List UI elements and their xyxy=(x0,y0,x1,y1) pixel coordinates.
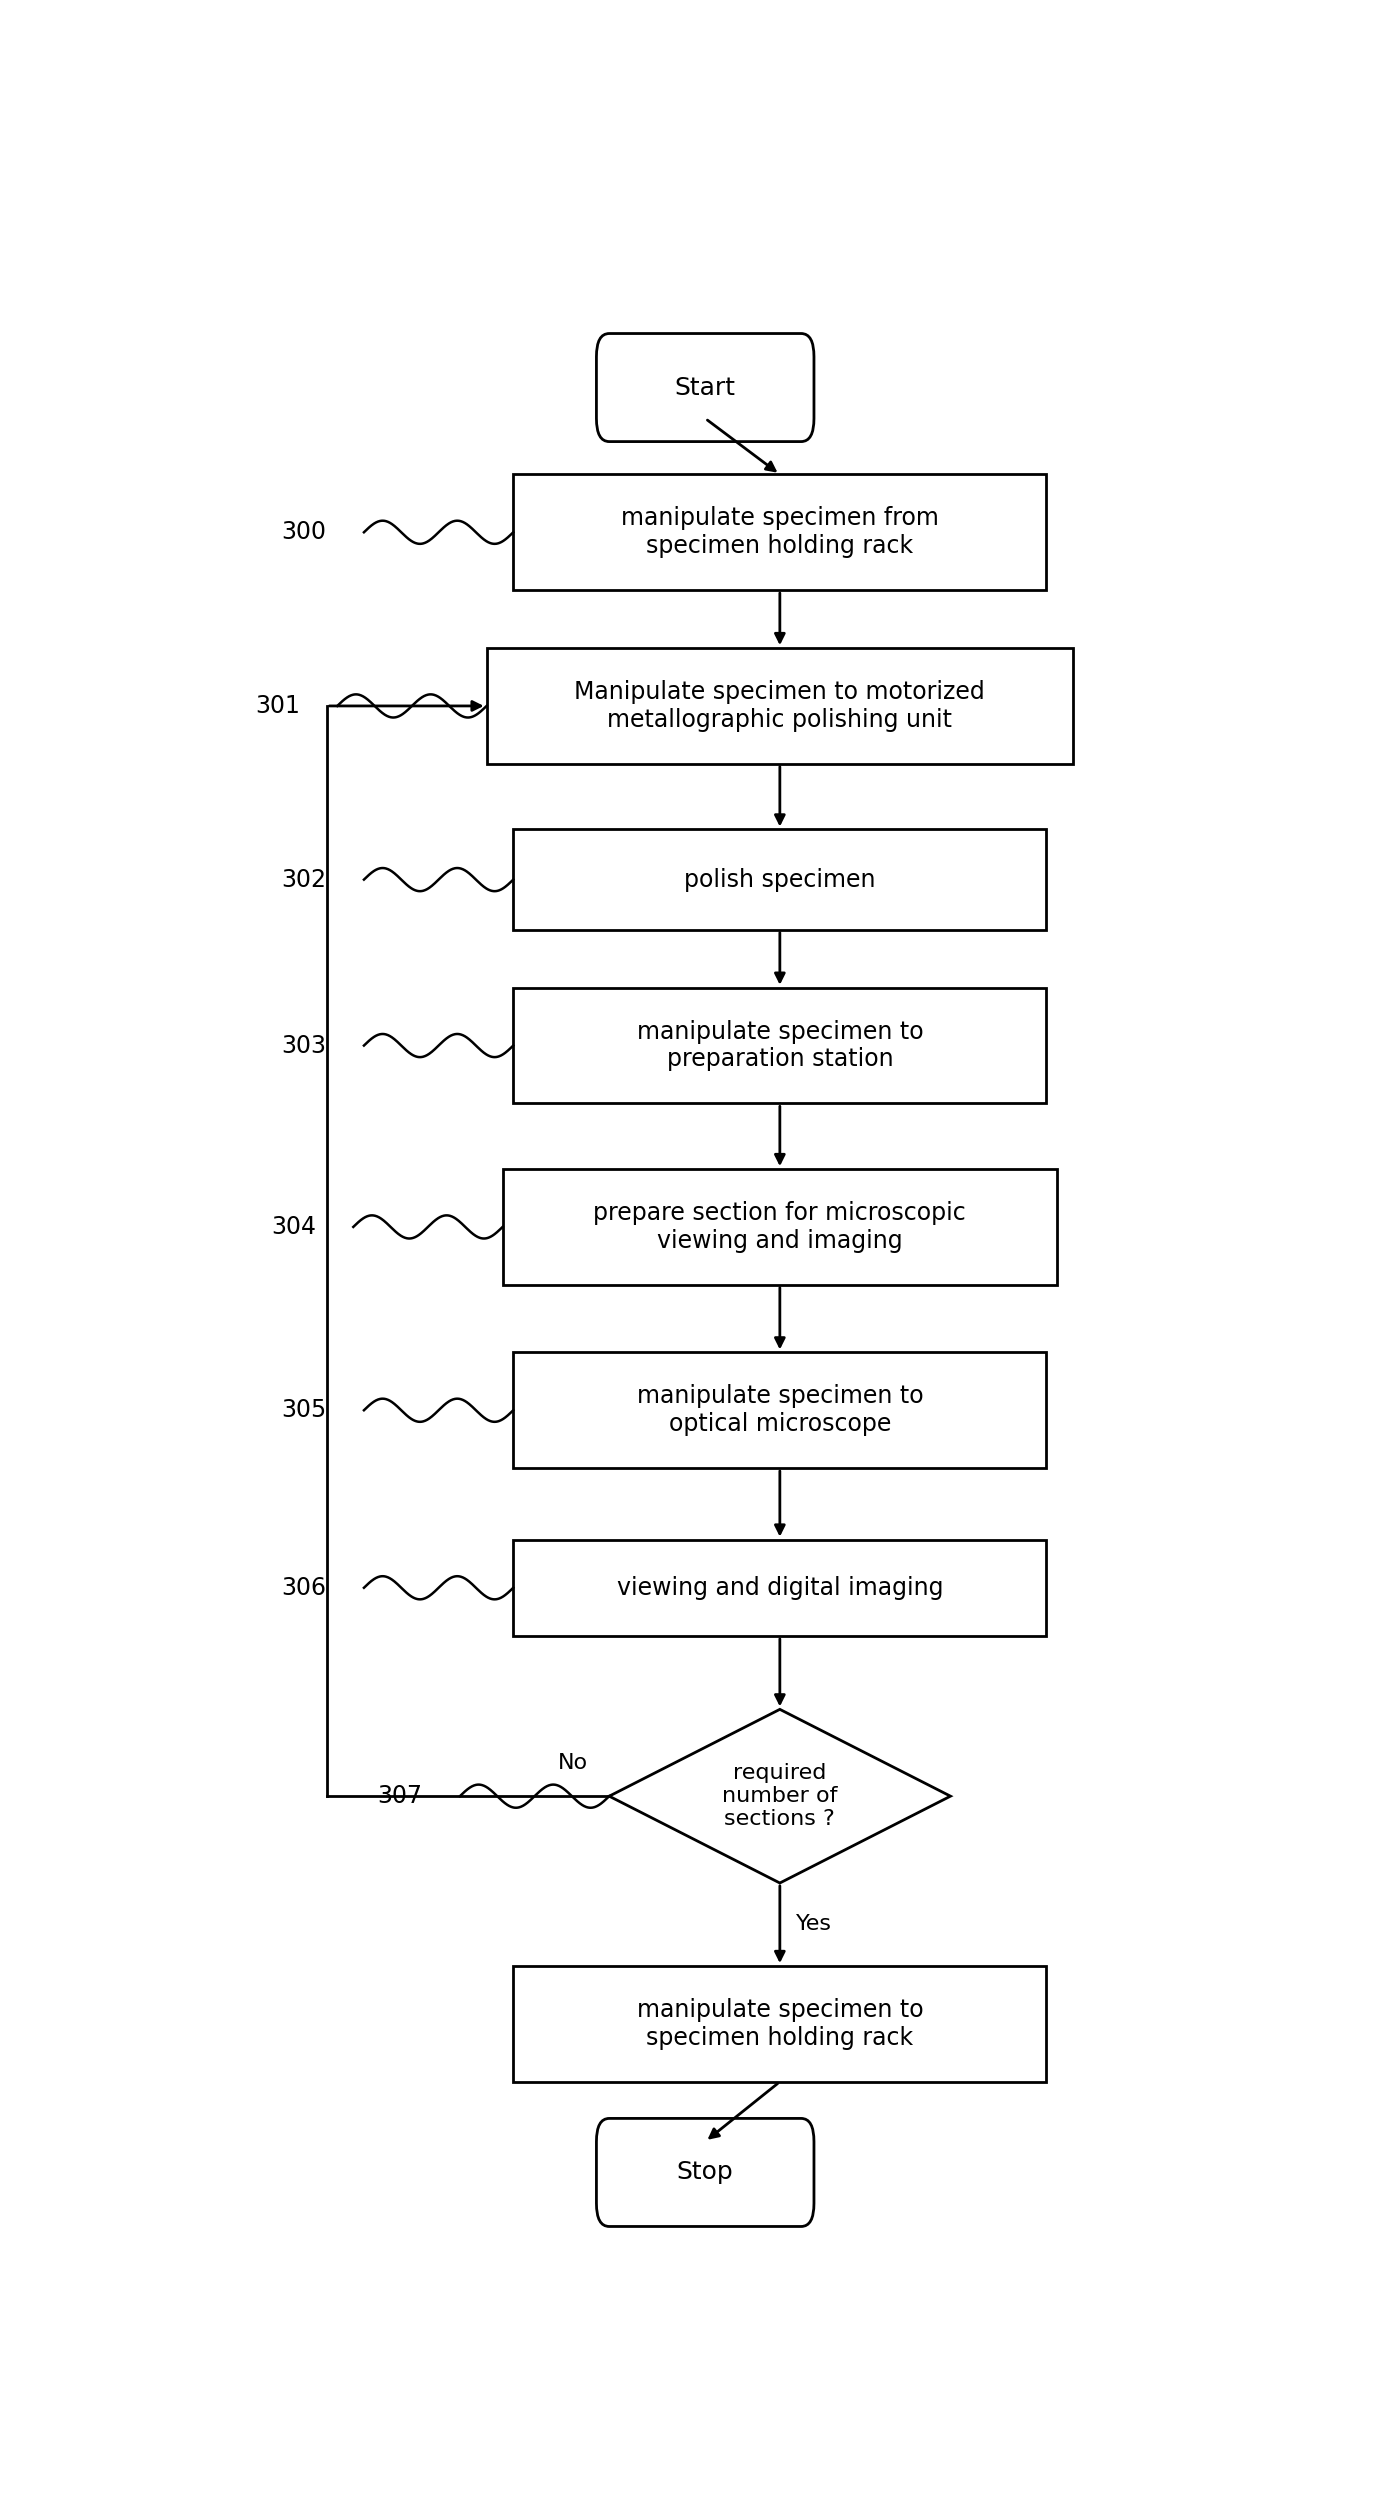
Text: Start: Start xyxy=(674,376,736,398)
Text: 303: 303 xyxy=(282,1032,326,1058)
Text: Manipulate specimen to motorized
metallographic polishing unit: Manipulate specimen to motorized metallo… xyxy=(574,679,985,732)
Text: 306: 306 xyxy=(282,1576,326,1599)
Text: 307: 307 xyxy=(377,1784,422,1809)
Text: prepare section for microscopic
viewing and imaging: prepare section for microscopic viewing … xyxy=(593,1200,966,1253)
Bar xyxy=(513,474,1047,589)
Text: manipulate specimen from
specimen holding rack: manipulate specimen from specimen holdin… xyxy=(621,506,938,559)
Bar xyxy=(513,1353,1047,1469)
Text: 300: 300 xyxy=(282,521,326,544)
Bar xyxy=(487,649,1073,764)
FancyBboxPatch shape xyxy=(596,2118,815,2225)
Bar xyxy=(502,1168,1057,1286)
Text: viewing and digital imaging: viewing and digital imaging xyxy=(616,1576,943,1599)
Bar xyxy=(513,1539,1047,1636)
Bar xyxy=(513,987,1047,1103)
Bar xyxy=(513,829,1047,930)
Text: 304: 304 xyxy=(271,1215,316,1238)
Text: manipulate specimen to
specimen holding rack: manipulate specimen to specimen holding … xyxy=(637,1997,923,2050)
Text: manipulate specimen to
optical microscope: manipulate specimen to optical microscop… xyxy=(637,1383,923,1436)
Text: polish specimen: polish specimen xyxy=(684,867,875,892)
Text: Stop: Stop xyxy=(677,2160,733,2185)
Polygon shape xyxy=(610,1709,951,1882)
Text: required
number of
sections ?: required number of sections ? xyxy=(722,1764,838,1829)
Text: 301: 301 xyxy=(255,694,300,717)
FancyBboxPatch shape xyxy=(596,333,815,441)
Text: 302: 302 xyxy=(282,867,326,892)
Text: Yes: Yes xyxy=(795,1915,832,1935)
Text: manipulate specimen to
preparation station: manipulate specimen to preparation stati… xyxy=(637,1020,923,1073)
Bar xyxy=(513,1967,1047,2082)
Text: 305: 305 xyxy=(281,1398,326,1423)
Text: No: No xyxy=(557,1754,588,1774)
